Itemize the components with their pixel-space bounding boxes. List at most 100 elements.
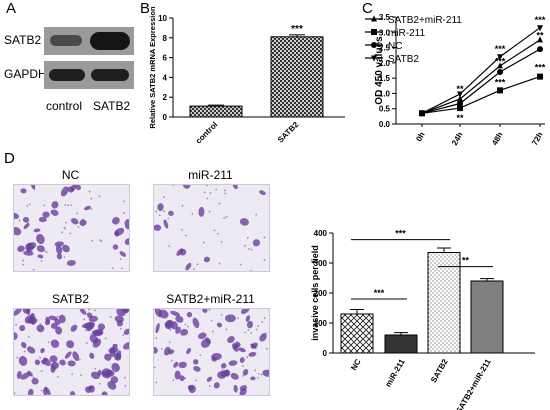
membrane-pore	[47, 341, 50, 344]
stained-cell	[37, 254, 44, 259]
stained-cell	[188, 384, 196, 394]
chart-c-y-tick-label: 3.5	[379, 13, 391, 22]
chart-b-y-tick-label: 2	[163, 93, 168, 102]
stained-cell	[111, 362, 120, 373]
chart-c-data-point	[537, 25, 543, 32]
membrane-pore	[18, 219, 21, 222]
chart-d-significance-label: ***	[374, 288, 385, 298]
membrane-pore	[90, 208, 93, 211]
membrane-pore	[181, 205, 184, 207]
membrane-pore	[155, 381, 158, 384]
membrane-pore	[71, 373, 73, 376]
stained-cell	[250, 343, 257, 349]
stained-cell	[60, 186, 69, 197]
stained-cell	[25, 243, 34, 252]
membrane-pore	[242, 374, 244, 377]
membrane-pore	[218, 202, 221, 205]
chart-d-y-tick-label: 400	[314, 229, 328, 238]
membrane-pore	[98, 195, 101, 198]
stained-cell	[163, 346, 171, 356]
micrograph-title-satb2-mir211: SATB2+miR-211	[166, 292, 255, 306]
stained-cell	[16, 370, 22, 379]
membrane-pore	[43, 204, 46, 207]
membrane-pore	[248, 248, 250, 250]
chart-c-y-tick-label: 1.0	[379, 89, 391, 98]
chart-c-significance-label: ***	[495, 78, 506, 88]
membrane-pore	[181, 228, 183, 231]
stained-cell	[86, 322, 95, 332]
stained-cell	[238, 347, 246, 353]
stained-cell	[38, 216, 47, 223]
membrane-pore	[260, 373, 263, 376]
stained-cell	[232, 185, 238, 190]
stained-cell	[180, 328, 189, 336]
membrane-pore	[109, 316, 112, 318]
membrane-pore	[218, 262, 221, 265]
stained-cell	[252, 239, 261, 247]
membrane-pore	[221, 368, 224, 371]
membrane-pore	[210, 319, 213, 322]
stained-cell	[20, 188, 27, 194]
membrane-pore	[169, 328, 172, 331]
chart-c-legend-marker	[371, 29, 377, 35]
chart-c-data-point	[537, 46, 543, 53]
stained-cell	[197, 332, 207, 340]
membrane-pore	[184, 323, 187, 326]
membrane-pore	[246, 236, 249, 239]
membrane-pore	[246, 356, 249, 359]
chart-c-x-tick-label: 24h	[450, 130, 465, 147]
stained-cell	[62, 244, 70, 253]
membrane-pore	[120, 327, 122, 330]
membrane-pore	[184, 234, 187, 237]
membrane-pore	[257, 372, 260, 375]
membrane-pore	[225, 215, 228, 218]
blot-band-satb2-gapdh	[91, 69, 129, 81]
membrane-pore	[199, 354, 202, 357]
stained-cell	[157, 203, 164, 212]
membrane-pore	[263, 236, 266, 239]
chart-c-y-tick-label: 0.0	[379, 120, 391, 129]
membrane-pore	[121, 267, 123, 270]
membrane-pore	[22, 259, 24, 262]
chart-d-x-tick-label: miR-211	[384, 357, 407, 389]
stained-cell	[49, 355, 58, 363]
stained-cell	[58, 314, 66, 324]
membrane-pore	[14, 392, 16, 395]
membrane-pore	[257, 376, 260, 379]
stained-cell	[33, 228, 41, 233]
stained-cell	[14, 212, 19, 219]
membrane-pore	[265, 347, 268, 350]
stained-cell	[40, 347, 45, 354]
stained-cell	[86, 312, 93, 319]
stained-cell	[36, 245, 45, 253]
stained-cell	[23, 223, 30, 230]
chart-d-y-tick-label: 300	[314, 259, 328, 268]
panel-letter-b: B	[140, 0, 151, 17]
membrane-pore	[104, 337, 107, 340]
membrane-pore	[213, 229, 216, 232]
membrane-pore	[239, 263, 242, 266]
stained-cell	[173, 361, 179, 368]
stained-cell	[213, 382, 220, 389]
blot-band-control-gapdh	[49, 69, 85, 81]
chart-b-bar	[189, 105, 243, 118]
chart-b-bar	[270, 36, 324, 118]
stained-cell	[66, 259, 76, 266]
membrane-pore	[84, 329, 87, 332]
stained-cell	[54, 241, 64, 247]
stained-cell	[50, 209, 59, 216]
chart-d-bar	[384, 334, 418, 354]
chart-d-bar	[470, 280, 504, 354]
chart-c-legend-label: miR-211	[388, 28, 425, 39]
stained-cell	[101, 391, 108, 395]
membrane-pore	[40, 370, 43, 373]
chart-c-significance-label: **	[456, 113, 464, 123]
membrane-pore	[223, 189, 226, 192]
chart-c-legend-label: SATB2+miR-211	[388, 15, 462, 26]
stained-cell	[70, 324, 78, 332]
membrane-pore	[122, 212, 125, 214]
membrane-pore	[40, 260, 43, 262]
stained-cell	[186, 347, 191, 355]
stained-cell	[259, 333, 267, 342]
membrane-pore	[254, 369, 257, 372]
